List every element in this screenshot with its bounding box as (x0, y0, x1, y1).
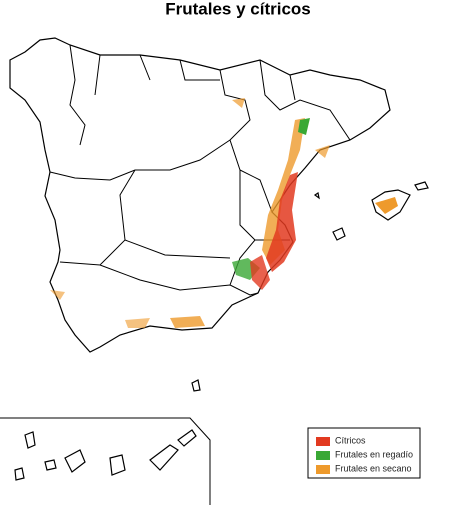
legend-swatch (316, 451, 330, 460)
spain-outline (9, 37, 429, 392)
legend-label: Frutales en secano (335, 463, 412, 473)
canary-islands (0, 417, 211, 505)
map-title: Frutales y cítricos (165, 0, 311, 18)
legend-items: Cítricos Frutales en regadío Frutales en s… (316, 435, 413, 474)
crop-areas (50, 98, 398, 328)
legend: Cítricos Frutales en regadío Frutales en s… (307, 427, 421, 479)
legend-swatch (316, 465, 330, 474)
legend-swatch (316, 437, 330, 446)
legend-label: Frutales en regadío (335, 449, 413, 459)
legend-label: Cítricos (335, 435, 366, 445)
